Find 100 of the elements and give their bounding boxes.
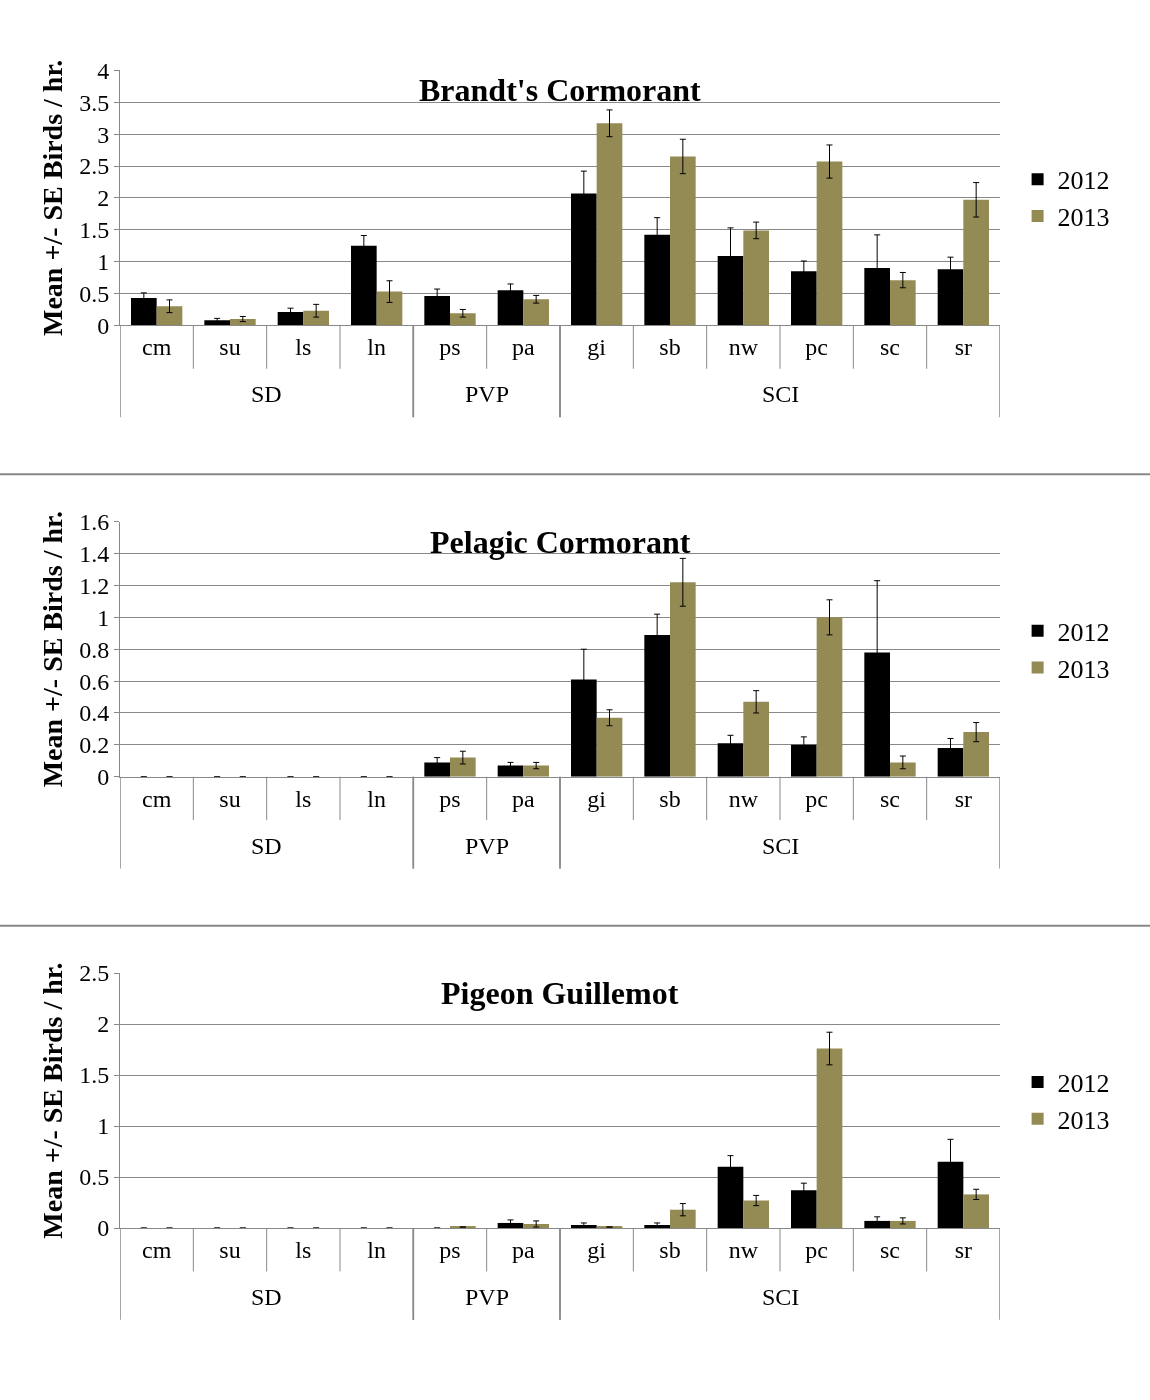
x-tick-label: pa [512,334,535,361]
x-tick-label: su [219,1236,241,1263]
x-tick-label: cm [142,1236,172,1263]
y-axis-title: Mean +/- SE Birds / hr. [36,511,68,788]
y-tick-label: 2 [97,185,110,212]
bar [277,312,304,326]
bar [670,582,696,777]
text: SCI [762,381,800,407]
x-tick-label: nw [728,785,759,812]
legend-label: 2012 [1057,166,1110,196]
legend-label: 2012 [1057,617,1110,647]
x-tick-label: su [219,334,241,361]
x-tick-label: sc [880,785,900,812]
bar [670,1209,696,1229]
bar [743,701,769,777]
y-tick-label: 4 [97,57,110,84]
bar [230,319,256,326]
bar [523,299,549,326]
y-tick-label: 0.5 [79,280,110,307]
text: PVP [465,833,510,859]
x-tick-label: gi [587,334,607,361]
chart-title: Pigeon Guillemot [441,975,679,1011]
x-tick-label: ps [439,334,461,361]
x-tick-label: ln [367,785,387,812]
x-tick-label: ln [367,1236,387,1263]
bar [376,291,403,326]
x-tick-label: ln [367,334,387,361]
y-tick-label: 0.2 [79,732,110,759]
y-tick-label: 1.5 [79,1062,110,1089]
x-tick-label: pa [512,785,535,812]
text: PVP [465,1284,510,1310]
text: SD [251,1284,282,1310]
bar [204,320,230,326]
bar [890,280,916,326]
x-tick-label: pa [512,1236,535,1263]
bar [743,1200,769,1229]
bar [890,762,916,777]
legend-label: 2013 [1057,654,1110,684]
y-tick-label: 1.5 [79,217,110,244]
chart-title: Brandt's Cormorant [419,72,702,108]
bar [963,199,989,326]
legend-label: 2012 [1057,1069,1110,1099]
bar [450,313,476,326]
bar [743,230,769,326]
x-tick-label: sc [880,334,900,361]
text: SCI [762,833,800,859]
legend-label: 2013 [1057,203,1110,233]
y-tick-label: 0 [97,312,110,339]
y-tick-label: 1.2 [79,572,110,599]
x-tick-label: ls [295,334,312,361]
x-tick-label: sr [954,785,972,812]
bar [864,1220,890,1229]
x-tick-label: su [219,785,241,812]
x-tick-label: sc [880,1236,900,1263]
x-tick-label: sr [954,334,972,361]
x-tick-label: sb [659,785,681,812]
x-tick-label: cm [142,785,172,812]
y-tick-label: 0 [97,1215,110,1242]
y-axis-title: Mean +/- SE Birds / hr. [36,59,68,337]
bar [303,310,329,326]
bar [670,156,696,326]
text: SD [251,381,282,407]
x-tick-label: pc [805,785,828,812]
x-tick-label: gi [587,785,607,812]
y-tick-label: 0.5 [79,1164,110,1191]
text: SCI [762,1284,800,1310]
y-tick-label: 0.8 [79,636,110,663]
x-tick-label: pc [805,334,828,361]
legend-label: 2013 [1057,1105,1110,1135]
x-tick-label: pc [805,1236,828,1263]
bar [596,717,623,777]
x-tick-label: cm [142,334,172,361]
chart-title: Pelagic Cormorant [430,524,691,560]
x-tick-label: nw [728,334,759,361]
x-tick-label: sb [659,1236,681,1263]
bar [450,757,476,777]
y-tick-label: 1 [97,1113,110,1140]
y-tick-label: 2.5 [79,153,110,180]
text: SD [251,833,282,859]
x-tick-label: ls [295,785,312,812]
y-tick-label: 0 [97,764,110,791]
y-tick-label: 1.6 [79,509,110,536]
text: PVP [465,381,510,407]
x-tick-label: gi [587,1236,607,1263]
bar [816,161,843,326]
bar [816,617,843,777]
x-tick-label: sb [659,334,681,361]
y-tick-label: 0.6 [79,668,110,695]
x-tick-label: ls [295,1236,312,1263]
y-axis-title: Mean +/- SE Birds / hr. [36,962,68,1239]
y-tick-label: 1.4 [79,541,110,567]
y-tick-label: 3 [97,121,110,148]
y-tick-label: 3.5 [79,89,110,116]
y-tick-label: 1 [97,249,110,276]
bar [816,1048,843,1229]
x-tick-label: ps [439,785,461,812]
bar [596,123,623,326]
x-tick-label: ps [439,1236,461,1263]
bar [156,306,183,326]
y-tick-label: 2 [97,1011,110,1038]
